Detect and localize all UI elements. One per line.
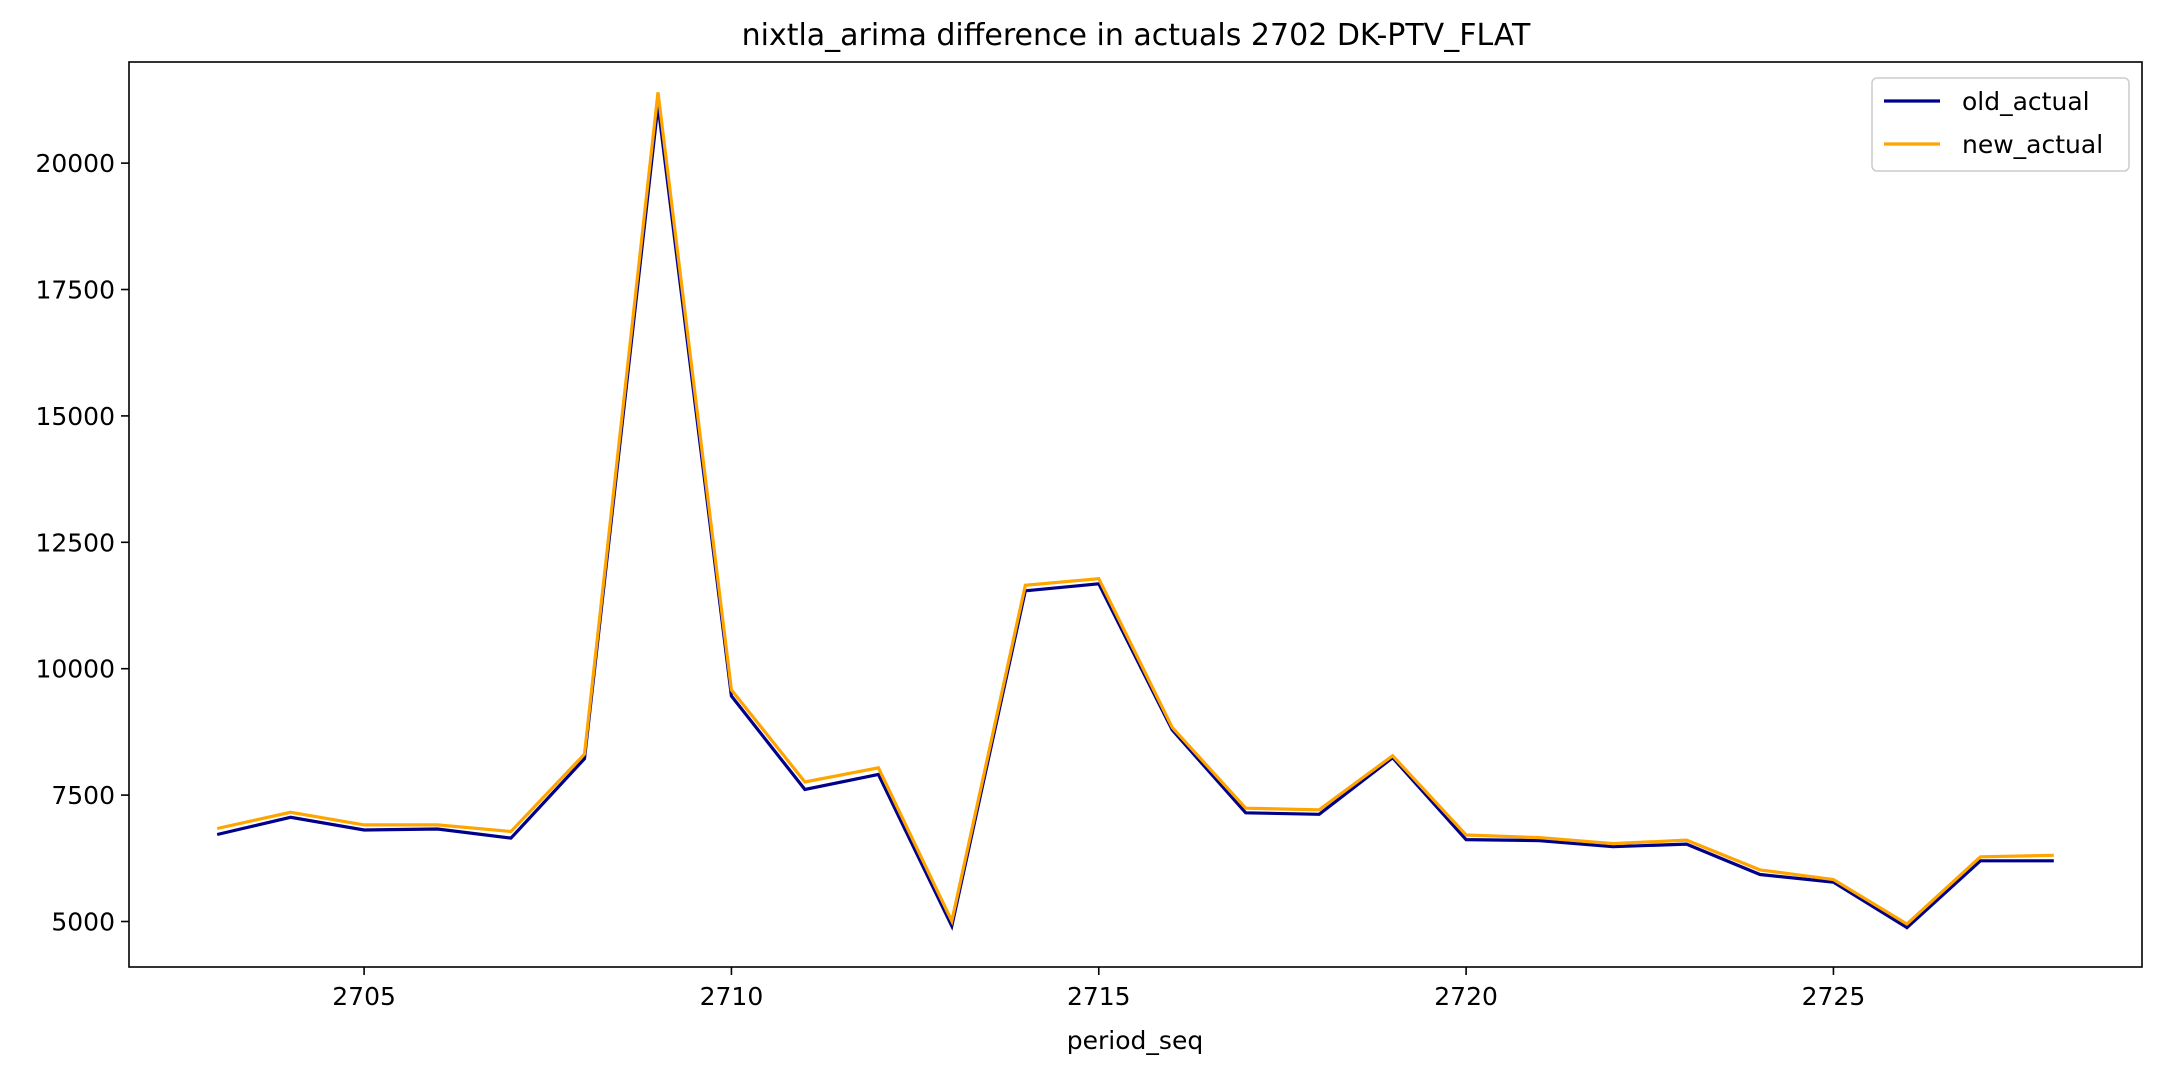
plot-frame [128,61,2143,968]
x-axis-ticks: 2705 2710 2715 2720 2725 [332,967,1865,1011]
x-tick-label: 2725 [1802,982,1866,1011]
legend: old_actual new_actual [1871,77,2130,172]
y-tick-label: 5000 [51,907,115,936]
plot-lines [216,92,2054,931]
series-line-old-actual [216,104,2054,931]
legend-label: old_actual [1962,87,2090,116]
x-tick-label: 2705 [332,982,396,1011]
y-tick-label: 12500 [35,528,115,557]
x-axis-label: period_seq [1067,1026,1203,1055]
y-tick-label: 15000 [35,402,115,431]
chart-title: nixtla_arima difference in actuals 2702 … [742,18,1531,53]
y-tick-label: 10000 [35,655,115,684]
x-tick-label: 2715 [1067,982,1131,1011]
y-tick-label: 7500 [51,781,115,810]
y-tick-label: 20000 [35,149,115,178]
y-axis-ticks: 5000 7500 10000 12500 15000 17500 20000 [35,149,129,936]
y-tick-label: 17500 [35,276,115,305]
x-tick-label: 2710 [700,982,764,1011]
x-tick-label: 2720 [1434,982,1498,1011]
legend-label: new_actual [1962,130,2103,159]
series-line-new-actual [216,92,2054,926]
